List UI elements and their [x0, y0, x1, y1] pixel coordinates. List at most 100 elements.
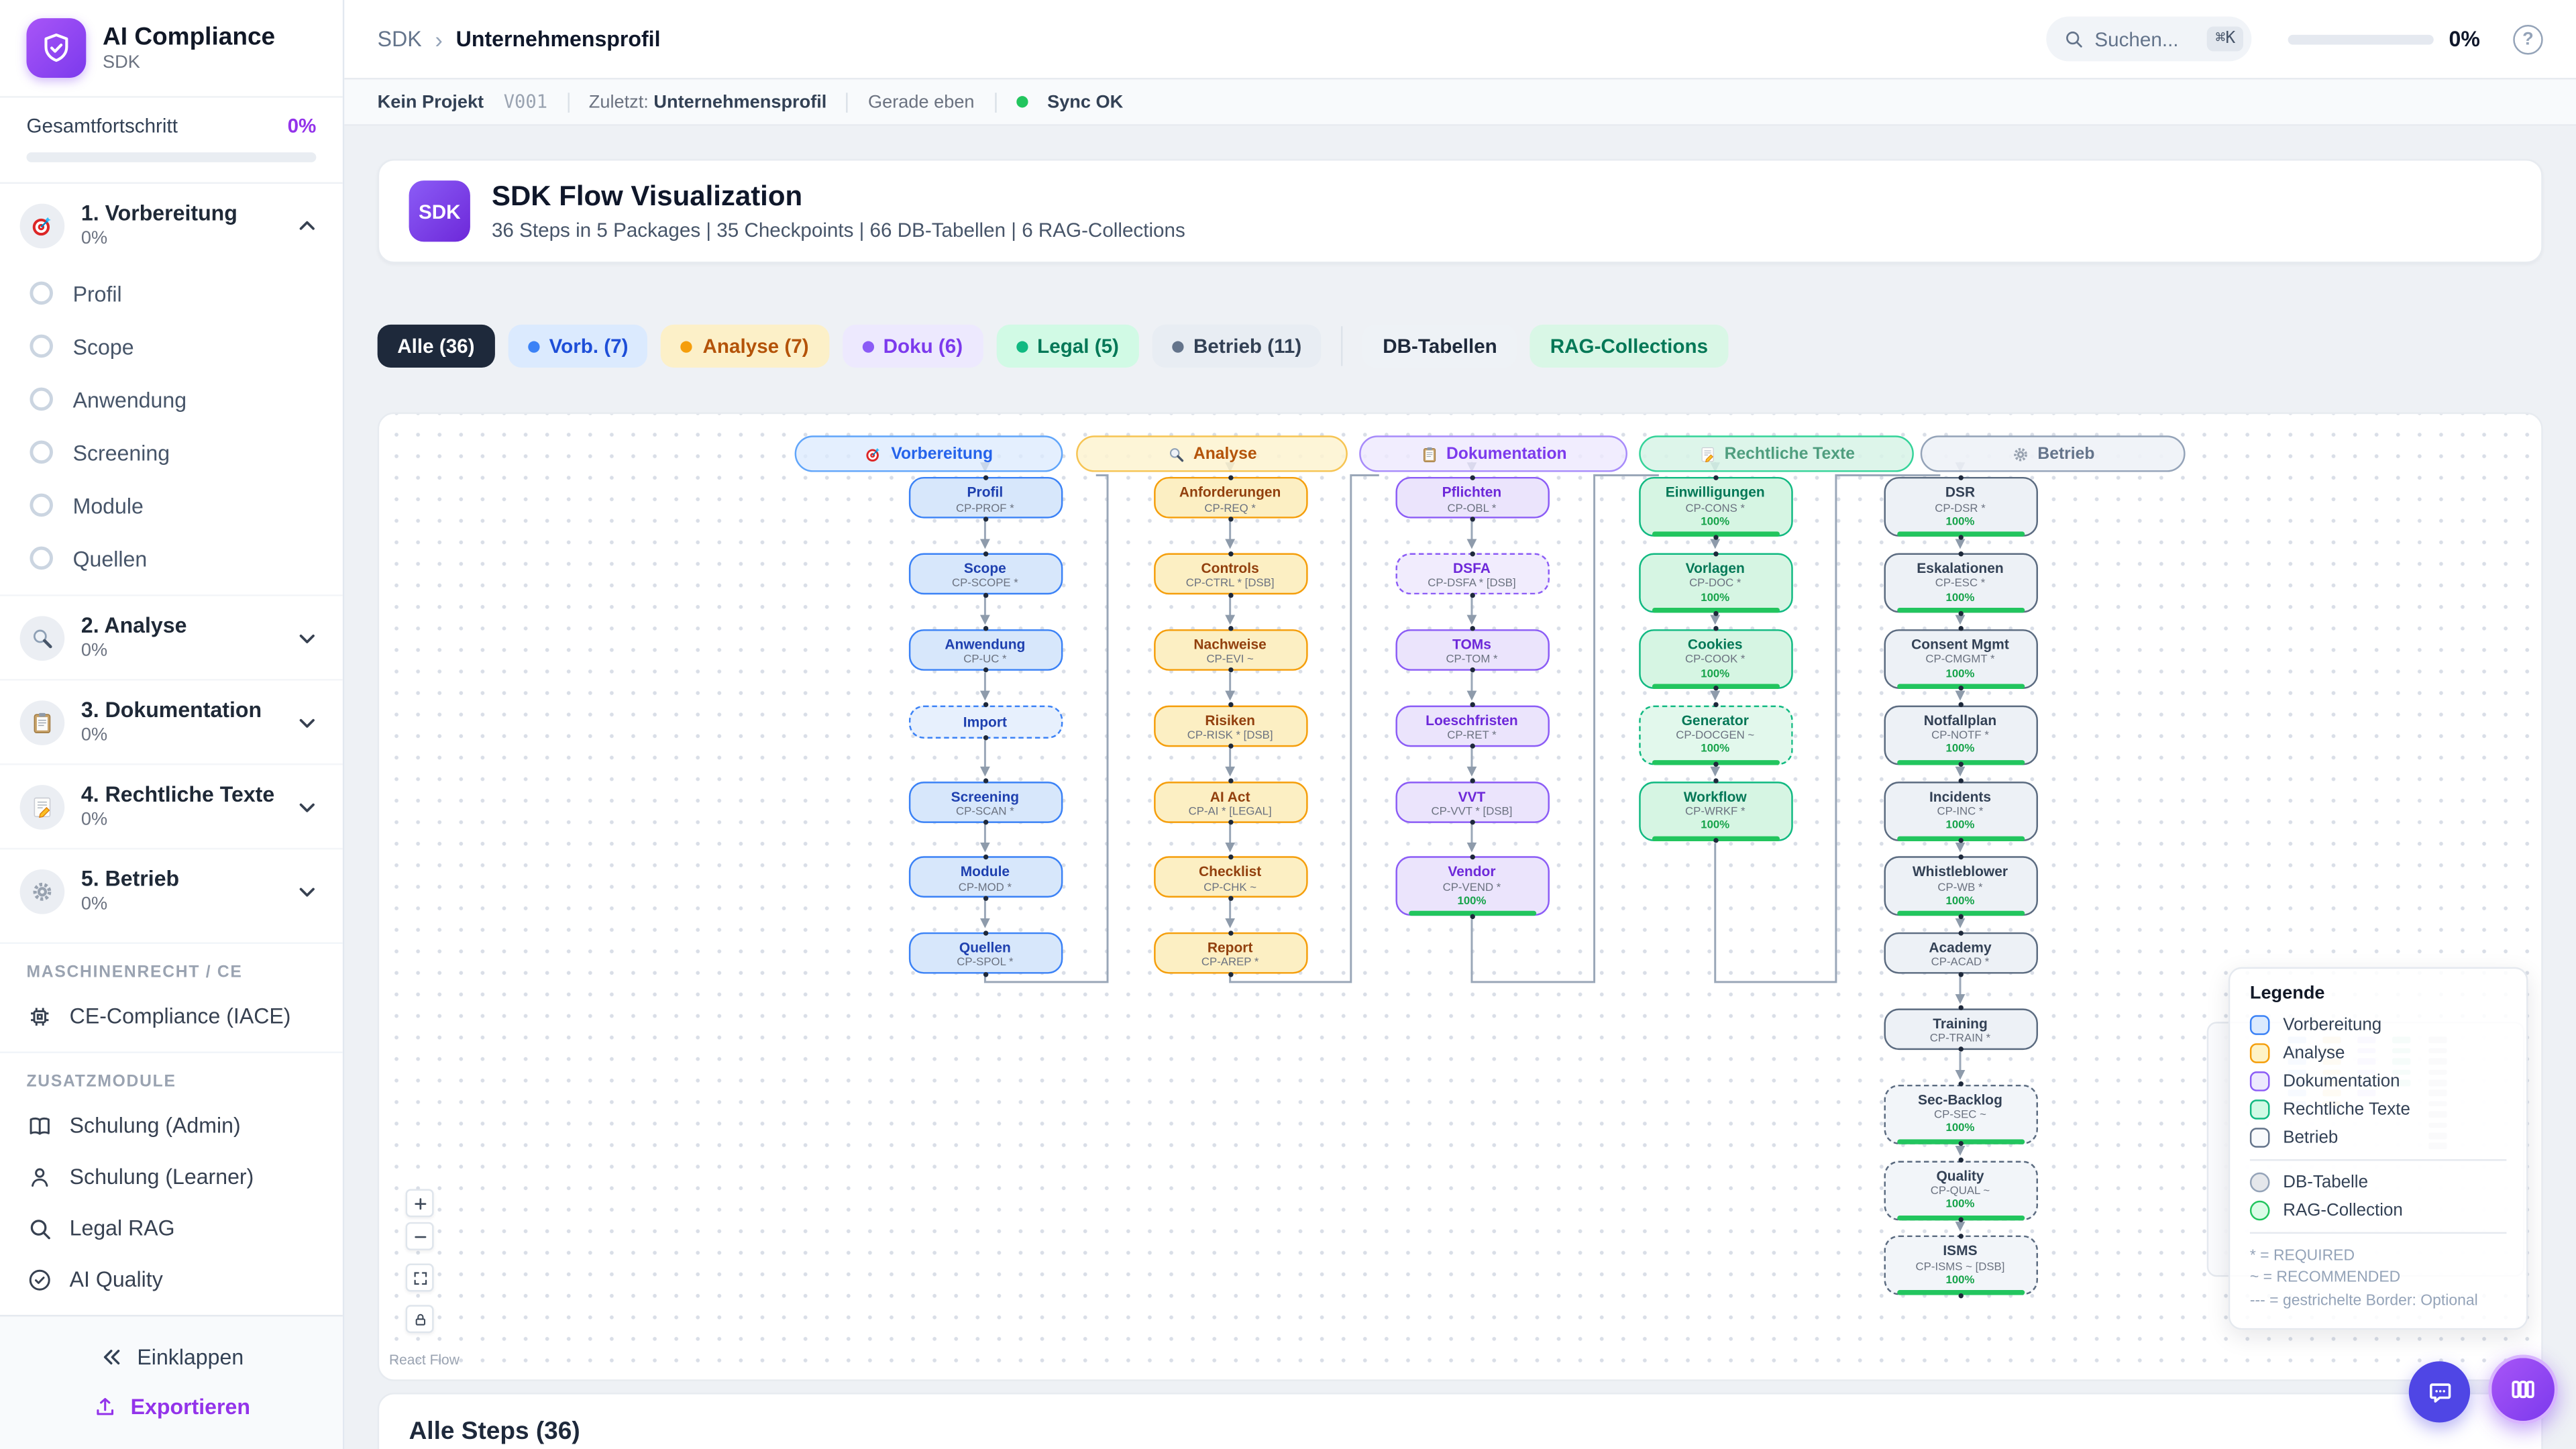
- plus-icon: [411, 1195, 428, 1212]
- app-logo: [26, 18, 87, 78]
- sidebar-subitem-anwendung[interactable]: Anwendung: [0, 372, 343, 425]
- export-button[interactable]: Exportieren: [93, 1383, 250, 1429]
- node-checkpoint-code: CP-MOD *: [958, 881, 1012, 894]
- flow-node-risiken[interactable]: Risiken CP-RISK * [DSB]: [1152, 702, 1307, 749]
- check-circle-icon: [26, 1266, 52, 1292]
- zoom-out-button[interactable]: [405, 1222, 434, 1251]
- node-checkpoint-code: CP-SCAN *: [956, 806, 1014, 818]
- flow-node-pflichten[interactable]: Pflichten CP-OBL *: [1395, 475, 1549, 522]
- flow-node-profil[interactable]: Profil CP-PROF *: [908, 475, 1063, 522]
- node-title: Nachweise: [1193, 635, 1267, 653]
- node-checkpoint-code: CP-CHK ~: [1203, 881, 1257, 894]
- flow-node-anwendung[interactable]: Anwendung CP-UC *: [908, 627, 1063, 674]
- flow-node-academy[interactable]: Academy CP-ACAD *: [1883, 930, 2037, 977]
- flow-node-vendor[interactable]: Vendor CP-VEND * 100%: [1395, 854, 1549, 919]
- chat-fab-button[interactable]: [2408, 1361, 2471, 1423]
- search-input[interactable]: [2094, 27, 2198, 51]
- flow-node-training[interactable]: Training CP-TRAIN *: [1883, 1006, 2037, 1053]
- sidebar-item-schulung-admin-[interactable]: Schulung (Admin): [0, 1099, 343, 1151]
- flow-node-toms[interactable]: TOMs CP-TOM *: [1395, 627, 1549, 674]
- flow-node-nachweise[interactable]: Nachweise CP-EVI ~: [1152, 627, 1307, 674]
- lock-button[interactable]: [405, 1305, 434, 1334]
- sidebar-item-schulung-learner-[interactable]: Schulung (Learner): [0, 1151, 343, 1203]
- legend-swatch: [2249, 1071, 2270, 1091]
- flow-node-cookies[interactable]: Cookies CP-COOK * 100%: [1638, 627, 1792, 692]
- node-title: Scope: [963, 559, 1006, 577]
- flow-node-whistleblower[interactable]: Whistleblower CP-WB * 100%: [1883, 854, 2037, 919]
- filter-pill-db-tabellen[interactable]: DB-Tabellen: [1362, 325, 1517, 368]
- node-title: Vorlagen: [1685, 559, 1745, 577]
- flow-node-anforderungen[interactable]: Anforderungen CP-REQ *: [1152, 475, 1307, 522]
- package-header-analyse[interactable]: Analyse: [1076, 436, 1348, 473]
- flow-node-einwilligungen[interactable]: Einwilligungen CP-CONS * 100%: [1638, 475, 1792, 540]
- flow-node-report[interactable]: Report CP-AREP *: [1152, 930, 1307, 977]
- flow-node-screening[interactable]: Screening CP-SCAN *: [908, 778, 1063, 825]
- package-header-betrieb[interactable]: Betrieb: [1920, 436, 2186, 473]
- sidebar-phase-4[interactable]: 4. Rechtliche Texte 0%: [0, 763, 343, 848]
- flow-node-vorlagen[interactable]: Vorlagen CP-DOC * 100%: [1638, 551, 1792, 616]
- sidebar-phase-1[interactable]: 1. Vorbereitung 0%: [0, 184, 343, 266]
- fit-view-button[interactable]: [405, 1264, 434, 1293]
- flow-node-dsfa[interactable]: DSFA CP-DSFA * [DSB]: [1395, 551, 1549, 598]
- flow-node-import[interactable]: Import: [908, 702, 1063, 741]
- flow-node-controls[interactable]: Controls CP-CTRL * [DSB]: [1152, 551, 1307, 598]
- chevron-up-icon: [294, 213, 319, 237]
- subitem-label: Screening: [72, 439, 170, 465]
- flow-node-generator[interactable]: Generator CP-DOCGEN ~ 100%: [1638, 702, 1792, 767]
- filter-pill-vorb-7-[interactable]: Vorb. (7): [507, 325, 649, 368]
- search-box[interactable]: ⌘K: [2046, 16, 2252, 62]
- package-header-vorbereitung[interactable]: Vorbereitung: [794, 436, 1063, 473]
- collapse-sidebar-button[interactable]: Einklappen: [99, 1330, 244, 1383]
- sidebar-subitem-profil[interactable]: Profil: [0, 266, 343, 319]
- package-header-rechtliche-texte[interactable]: Rechtliche Texte: [1639, 436, 1914, 473]
- gear-icon: [19, 868, 65, 914]
- filter-pill-doku-6-[interactable]: Doku (6): [841, 325, 983, 368]
- flow-node-workflow[interactable]: Workflow CP-WRKF * 100%: [1638, 778, 1792, 843]
- sidebar-item-ai-quality[interactable]: AI Quality: [0, 1254, 343, 1305]
- sidebar-subitem-module[interactable]: Module: [0, 478, 343, 531]
- sidebar-phase-2[interactable]: 2. Analyse 0%: [0, 594, 343, 679]
- package-label: Vorbereitung: [891, 445, 994, 464]
- breadcrumb-root[interactable]: SDK: [377, 26, 422, 52]
- sidebar-phase-3[interactable]: 3. Dokumentation 0%: [0, 679, 343, 763]
- flow-canvas[interactable]: Legende Vorbereitung Analyse Dokumentation R…: [377, 413, 2543, 1382]
- flow-node-scope[interactable]: Scope CP-SCOPE *: [908, 551, 1063, 598]
- sidebar-subitem-quellen[interactable]: Quellen: [0, 531, 343, 584]
- flow-node-consent-mgmt[interactable]: Consent Mgmt CP-CMGMT * 100%: [1883, 627, 2037, 692]
- flow-node-eskalationen[interactable]: Eskalationen CP-ESC * 100%: [1883, 551, 2037, 616]
- flow-node-vvt[interactable]: VVT CP-VVT * [DSB]: [1395, 778, 1549, 825]
- zoom-in-button[interactable]: [405, 1189, 434, 1218]
- sidebar-item-ce-compliance-iace-[interactable]: CE-Compliance (IACE): [0, 990, 343, 1042]
- sidebar-subitem-screening[interactable]: Screening: [0, 425, 343, 478]
- legend-label: DB-Tabelle: [2283, 1172, 2368, 1193]
- sidebar-phase-5[interactable]: 5. Betrieb 0%: [0, 847, 343, 932]
- flow-node-quality[interactable]: Quality CP-QUAL ~ 100%: [1883, 1157, 2037, 1223]
- flow-node-quellen[interactable]: Quellen CP-SPOL *: [908, 930, 1063, 977]
- app-logo-row[interactable]: AI Compliance SDK: [0, 0, 343, 98]
- flow-node-notfallplan[interactable]: Notfallplan CP-NOTF * 100%: [1883, 702, 2037, 767]
- flow-node-loeschfristen[interactable]: Loeschfristen CP-RET *: [1395, 702, 1549, 749]
- flow-node-dsr[interactable]: DSR CP-DSR * 100%: [1883, 475, 2037, 540]
- package-header-dokumentation[interactable]: Dokumentation: [1359, 436, 1627, 473]
- flow-node-checklist[interactable]: Checklist CP-CHK ~: [1152, 854, 1307, 901]
- sidebar-item-legal-rag[interactable]: Legal RAG: [0, 1202, 343, 1254]
- book-icon: [26, 1112, 52, 1138]
- filter-pill-legal-5-[interactable]: Legal (5): [996, 325, 1139, 368]
- status-time: Gerade eben: [868, 92, 975, 112]
- node-checkpoint-code: CP-VEND *: [1442, 881, 1501, 894]
- flow-node-ai-act[interactable]: AI Act CP-AI * [LEGAL]: [1152, 778, 1307, 825]
- filter-pill-analyse-7-[interactable]: Analyse (7): [661, 325, 829, 368]
- filter-pill-rag-collections[interactable]: RAG-Collections: [1530, 325, 1728, 368]
- flow-node-module[interactable]: Module CP-MOD *: [908, 854, 1063, 901]
- board-view-fab-button[interactable]: [2488, 1354, 2558, 1424]
- help-button[interactable]: ?: [2513, 23, 2543, 54]
- filter-pill-betrieb-11-[interactable]: Betrieb (11): [1152, 325, 1322, 368]
- last-value: Unternehmensprofil: [653, 92, 827, 112]
- flow-node-isms[interactable]: ISMS CP-ISMS ~ [DSB] 100%: [1883, 1233, 2037, 1299]
- sidebar-subitem-scope[interactable]: Scope: [0, 319, 343, 372]
- flow-node-incidents[interactable]: Incidents CP-INC * 100%: [1883, 778, 2037, 843]
- filter-pill-alle-36-[interactable]: Alle (36): [377, 325, 495, 368]
- project-status: Kein Projekt: [377, 92, 484, 112]
- sidebar-section: ZUSATZMODULE Schulung (Admin) Schulung (Le…: [0, 1051, 343, 1305]
- flow-node-sec-backlog[interactable]: Sec-Backlog CP-SEC ~100%: [1883, 1081, 2037, 1146]
